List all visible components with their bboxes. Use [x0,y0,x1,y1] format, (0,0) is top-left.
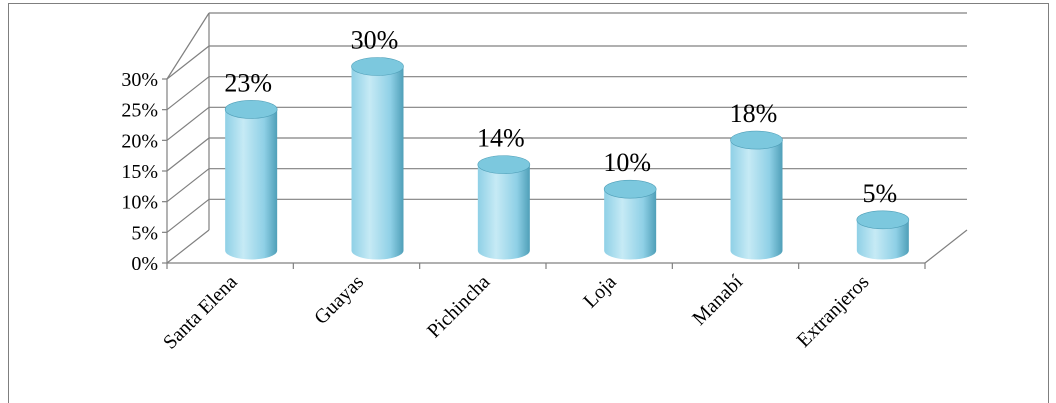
bar-body [351,66,404,260]
data-label: 18% [730,99,778,128]
category-label: Extranjeros [793,271,874,352]
grid-lines [166,12,967,264]
category-label: Santa Elena [159,271,242,354]
bars [224,57,910,260]
data-label: 14% [477,124,525,153]
bar-top [603,179,657,199]
grid-diagonal [166,76,210,111]
bar-body [604,189,657,260]
grid-diagonal [166,137,210,172]
y-tick-label: 25% [121,100,158,122]
bar-top [224,100,278,119]
bar [224,100,278,260]
grid-diagonal [166,229,210,264]
bar-top [856,210,910,230]
grid-diagonal [166,106,210,141]
y-tick-label: 0% [131,253,158,275]
data-label: 10% [603,148,651,177]
bar [603,179,657,260]
bar [351,57,404,260]
y-tick-label: 15% [121,161,158,183]
bar [730,130,783,260]
y-axis-tick-labels: 0% 5% 10% 15% 20% 25% 30% [121,69,158,275]
bar [477,155,531,260]
axes [162,78,968,269]
y-tick-label: 5% [131,222,158,244]
chart-frame [8,3,1049,403]
category-label: Loja [579,271,621,313]
floor-right-edge [924,229,968,264]
bar-body [856,219,909,260]
y-tick-label: 20% [121,130,158,152]
bar-body [225,109,278,260]
data-label: 30% [351,26,399,55]
grid-diagonal [166,198,210,233]
bar-top [477,155,531,174]
category-label: Guayas [310,271,368,329]
data-label: 5% [862,179,897,208]
bar-body [730,140,783,260]
y-tick-label: 30% [121,69,158,91]
data-label: 23% [224,68,272,97]
grid-diagonal-top [166,12,210,80]
bar-body [477,164,530,260]
data-labels: 23% 30% 14% 10% 18% 5% [224,26,897,208]
grid-diagonal [166,168,210,203]
x-axis-category-labels: Santa Elena Guayas Pichincha Loja Manabí Extr… [159,271,874,354]
bar [856,210,910,260]
bar-top [730,130,783,150]
category-label: Manabí [688,271,747,330]
y-tick-label: 10% [121,192,158,214]
grid-diagonal [166,45,210,80]
category-label: Pichincha [423,271,494,342]
bar-top [351,57,404,76]
